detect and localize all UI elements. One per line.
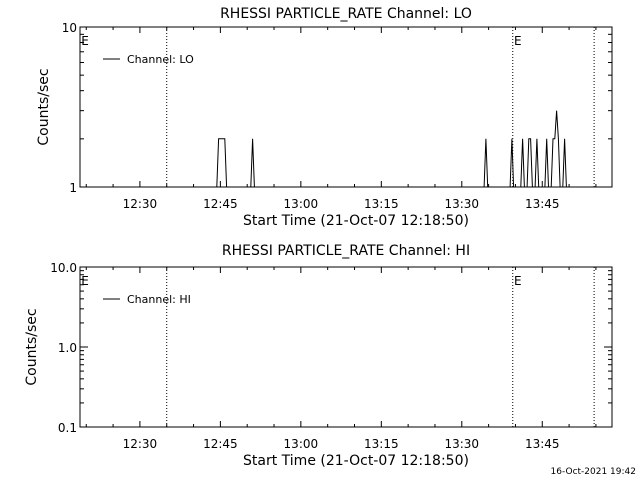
panel-2-event-marker-label: E [514, 274, 522, 288]
panel-1-chart-title: RHESSI PARTICLE_RATE Channel: LO [220, 6, 472, 22]
panel-2-y-tick-label: 0.1 [58, 421, 77, 435]
panel-2-x-tick-label: 13:15 [364, 437, 399, 451]
panel-2-x-tick-label: 12:30 [123, 437, 158, 451]
panel-1-x-tick-label: 12:30 [123, 197, 158, 211]
panel-2-x-axis-label: Start Time (21-Oct-07 12:18:50) [243, 453, 469, 469]
panel-2-event-marker-label: E [81, 274, 89, 288]
panel-1-x-tick-label: 13:30 [444, 197, 479, 211]
panel-2-x-tick-label: 13:00 [284, 437, 319, 451]
panel-1-x-tick-label: 12:45 [203, 197, 238, 211]
panel-1-plot-frame [79, 26, 613, 188]
panel-1-y-axis-label: Counts/sec [36, 68, 52, 145]
panel-2-x-tick-label: 12:45 [203, 437, 238, 451]
panel-1-y-tick-label: 10 [62, 21, 77, 35]
panel-1-event-marker-label: E [81, 34, 89, 48]
panel-1-y-tick-label: 1 [69, 181, 77, 195]
panel-2-chart-title: RHESSI PARTICLE_RATE Channel: HI [222, 243, 470, 259]
panel-1-legend-label: Channel: LO [127, 53, 194, 66]
panel-2-y-tick-label: 1.0 [58, 341, 77, 355]
generation-timestamp: 16-Oct-2021 19:42 [551, 467, 636, 477]
panel-1-series-line [216, 110, 567, 188]
panel-2-x-tick-label: 13:30 [444, 437, 479, 451]
panel-1-x-tick-label: 13:15 [364, 197, 399, 211]
panel-2-x-tick-label: 13:45 [525, 437, 560, 451]
panel-2-y-axis-label: Counts/sec [24, 308, 40, 385]
panel-1-event-marker-label: E [514, 34, 522, 48]
panel-1-x-axis-label: Start Time (21-Oct-07 12:18:50) [243, 213, 469, 229]
panel-1-x-tick-label: 13:45 [525, 197, 560, 211]
panel-2-plot-frame [79, 266, 613, 428]
panel-2-y-tick-label: 10.0 [50, 261, 77, 275]
panel-1-x-tick-label: 13:00 [284, 197, 319, 211]
panel-2-legend-label: Channel: HI [127, 293, 191, 306]
